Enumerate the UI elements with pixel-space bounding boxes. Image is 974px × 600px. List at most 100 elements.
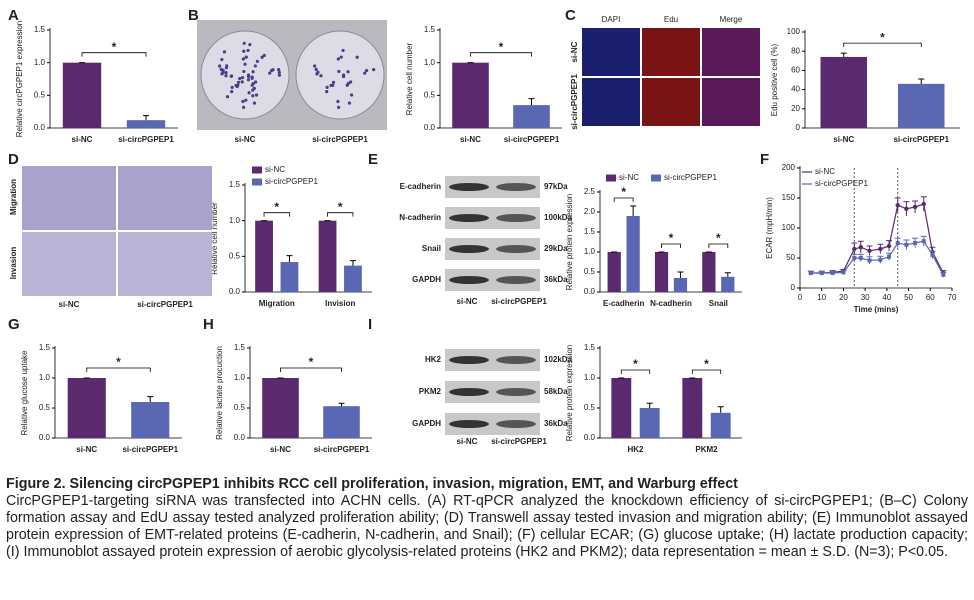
x-tick-label: 50	[904, 293, 913, 302]
band-name: GAPDH	[412, 275, 441, 284]
colony	[337, 69, 341, 74]
y-tick-label: 1.5	[234, 343, 246, 352]
band-name: GAPDH	[412, 419, 441, 428]
y-axis-label: Relative protein expression	[565, 345, 574, 442]
x-tick-label: 20	[839, 293, 848, 302]
colony	[337, 105, 341, 109]
y-tick-label: 0.5	[584, 267, 596, 276]
significance-bracket	[81, 52, 147, 57]
y-tick-label: 2.0	[584, 207, 596, 216]
caption-body: CircPGPEP1-targeting siRNA was transfect…	[6, 493, 968, 560]
x-tick-label: 60	[926, 293, 935, 302]
colony	[246, 48, 250, 53]
blot	[445, 176, 540, 198]
error-bar	[286, 255, 293, 263]
band	[449, 214, 489, 222]
colony	[331, 80, 336, 84]
colony	[314, 67, 318, 71]
marker	[878, 246, 883, 252]
marker	[858, 256, 863, 260]
colony	[251, 70, 255, 74]
blot	[445, 413, 540, 435]
y-tick-label: 0.5	[34, 90, 46, 99]
marker	[895, 241, 900, 245]
bar	[673, 278, 688, 292]
bar	[131, 402, 170, 438]
legend-label: si-NC	[619, 173, 639, 182]
significance-bracket	[620, 369, 651, 374]
x-axis-label: Time (mins)	[854, 305, 899, 314]
x-tick-label: Migration	[259, 299, 295, 308]
y-tick-label: 60	[791, 66, 800, 75]
band	[496, 214, 536, 222]
y-tick-label: 1.5	[424, 25, 436, 34]
legend-swatch	[606, 174, 616, 182]
colony	[277, 68, 281, 72]
marker	[904, 206, 909, 211]
band-size: 58kDa	[544, 387, 568, 396]
y-axis-label: Relative lactate procuction	[215, 346, 224, 440]
marker	[867, 248, 872, 253]
y-tick-label: 0.0	[39, 433, 51, 442]
colony	[271, 68, 275, 72]
colony	[246, 74, 251, 79]
bar	[323, 406, 360, 438]
image-label: Migration	[9, 179, 18, 215]
micrograph	[118, 232, 212, 296]
y-tick-label: 200	[782, 163, 796, 172]
colony	[262, 53, 266, 58]
colony	[242, 49, 246, 53]
panel-letter: B	[188, 7, 199, 24]
marker	[921, 239, 926, 244]
error-bar	[840, 52, 847, 57]
significance-mark: *	[633, 357, 638, 371]
bar	[682, 378, 703, 438]
image-label: si-NC	[235, 135, 256, 144]
band	[449, 183, 489, 191]
band-size: 100kDa	[544, 213, 573, 222]
colony	[315, 72, 319, 76]
y-tick-label: 50	[786, 253, 795, 262]
micrograph	[702, 78, 760, 126]
bar	[611, 378, 632, 438]
legend-swatch	[651, 174, 661, 182]
bar	[452, 62, 489, 128]
y-tick-label: 0	[791, 283, 796, 292]
colony	[242, 69, 246, 74]
colony	[241, 99, 245, 104]
colony	[242, 105, 246, 109]
colony	[247, 91, 251, 95]
x-tick-label: si-NC	[72, 135, 93, 144]
image-label: Edu	[664, 15, 678, 24]
colony	[243, 62, 247, 66]
y-tick-label: 0.0	[424, 123, 436, 132]
colony	[254, 93, 259, 97]
y-axis-label: Relative cell number	[405, 42, 414, 115]
x-tick-label: 30	[861, 293, 870, 302]
plate	[200, 30, 290, 120]
y-axis-label: Edu positive cell (%)	[770, 43, 779, 116]
y-tick-label: 1.5	[34, 25, 46, 34]
marker	[858, 245, 863, 250]
band	[449, 388, 489, 396]
colony	[251, 94, 255, 98]
caption: Figure 2. Silencing circPGPEP1 inhibits …	[6, 476, 968, 561]
bar	[126, 120, 166, 128]
y-tick-label: 1.5	[584, 227, 596, 236]
colony	[325, 85, 329, 89]
panel-letter: H	[203, 316, 214, 333]
y-tick-label: 0.5	[229, 251, 241, 260]
band-name: Snail	[422, 244, 441, 253]
band-name: E-cadherin	[400, 182, 441, 191]
colony	[250, 75, 254, 79]
bar	[607, 252, 621, 292]
bar	[654, 252, 669, 292]
colony	[230, 89, 234, 94]
significance-mark: *	[309, 355, 314, 369]
marker	[895, 203, 900, 208]
micrograph	[22, 166, 116, 230]
y-axis-label: ECAR (mpH/min)	[765, 197, 774, 259]
band	[496, 388, 536, 396]
legend-label: si-NC	[815, 167, 835, 176]
